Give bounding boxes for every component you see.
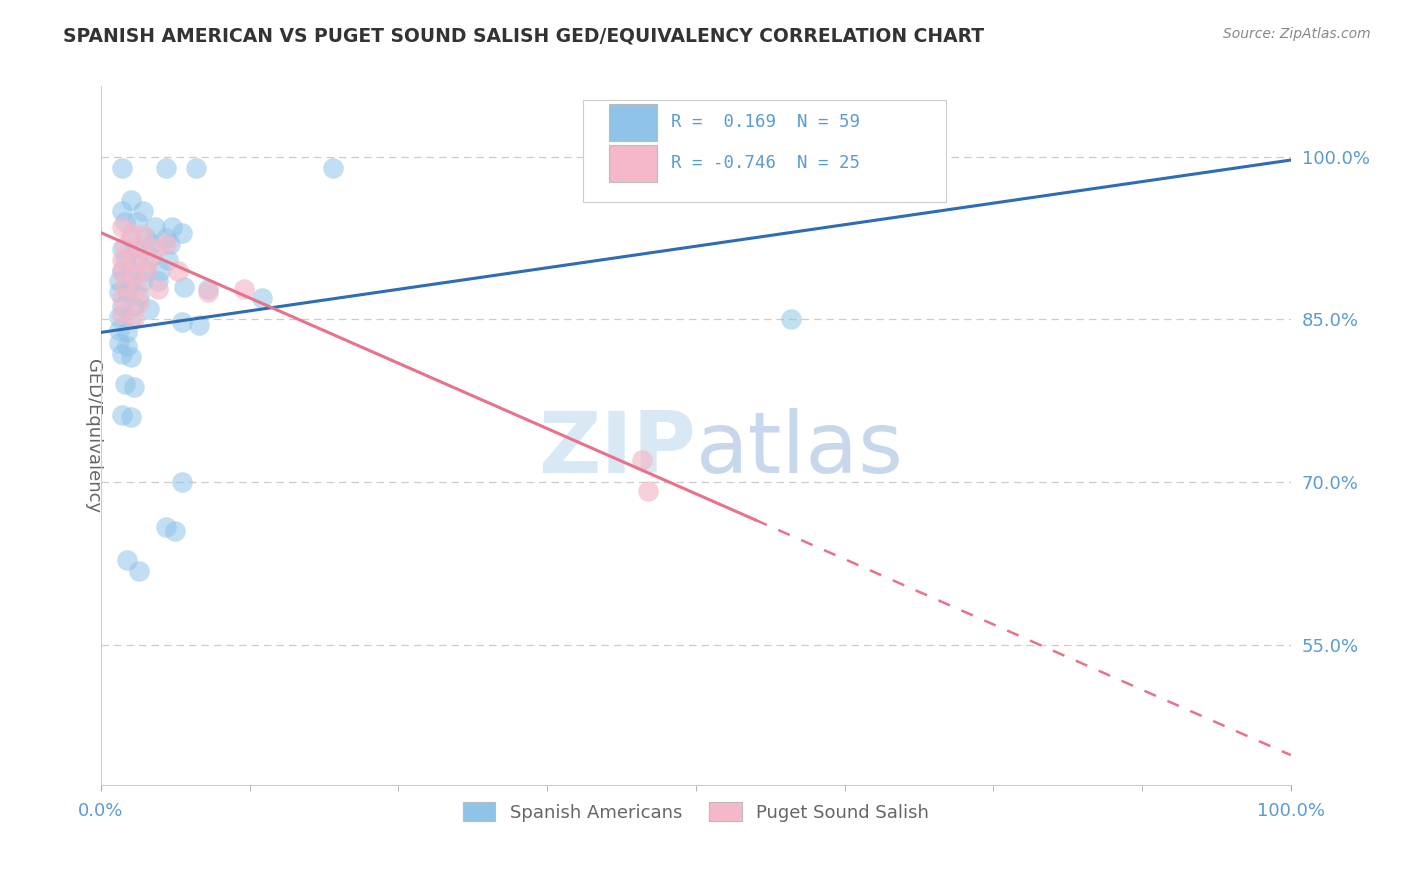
Point bbox=[322, 161, 344, 175]
Legend: Spanish Americans, Puget Sound Salish: Spanish Americans, Puget Sound Salish bbox=[456, 795, 936, 829]
Point bbox=[146, 275, 169, 289]
Point bbox=[135, 231, 157, 245]
Point bbox=[124, 312, 146, 326]
Point bbox=[114, 238, 136, 252]
Point bbox=[114, 377, 136, 392]
Point bbox=[115, 339, 138, 353]
Point bbox=[197, 282, 219, 296]
Point bbox=[111, 263, 134, 277]
Point bbox=[170, 475, 193, 489]
Point bbox=[111, 263, 134, 277]
Point bbox=[138, 301, 160, 316]
Point bbox=[232, 282, 254, 296]
Point bbox=[186, 161, 208, 175]
Point bbox=[124, 379, 146, 393]
Bar bbox=[609, 104, 657, 141]
Point bbox=[131, 275, 153, 289]
Point bbox=[128, 564, 150, 578]
Point bbox=[107, 310, 129, 325]
Point bbox=[114, 215, 136, 229]
Point bbox=[124, 299, 146, 313]
Point bbox=[167, 263, 190, 277]
Point bbox=[120, 226, 142, 240]
Point bbox=[115, 285, 138, 300]
Point bbox=[128, 288, 150, 302]
Point bbox=[120, 312, 142, 326]
Point bbox=[120, 231, 142, 245]
Point bbox=[135, 263, 157, 277]
Point bbox=[111, 252, 134, 267]
Point bbox=[131, 204, 153, 219]
Point bbox=[143, 242, 166, 256]
Point bbox=[114, 252, 136, 267]
Point bbox=[111, 299, 134, 313]
Point bbox=[155, 236, 177, 251]
Text: R =  0.169  N = 59: R = 0.169 N = 59 bbox=[671, 113, 860, 131]
Point bbox=[111, 204, 134, 219]
Point bbox=[163, 524, 186, 538]
Point bbox=[197, 285, 219, 300]
Point bbox=[162, 220, 184, 235]
Point bbox=[637, 483, 659, 498]
Point bbox=[107, 285, 129, 300]
Point bbox=[107, 336, 129, 351]
Point bbox=[120, 351, 142, 365]
Point bbox=[124, 267, 146, 281]
Point bbox=[128, 242, 150, 256]
Text: R = -0.746  N = 25: R = -0.746 N = 25 bbox=[671, 154, 860, 172]
Point bbox=[107, 323, 129, 337]
Point bbox=[138, 252, 160, 267]
Point bbox=[125, 252, 148, 267]
Point bbox=[143, 220, 166, 235]
Point bbox=[250, 291, 273, 305]
Point bbox=[111, 408, 134, 422]
Point bbox=[170, 226, 193, 240]
Point bbox=[115, 326, 138, 340]
Point bbox=[631, 453, 654, 467]
Y-axis label: GED/Equivalency: GED/Equivalency bbox=[84, 359, 103, 513]
Point bbox=[111, 161, 134, 175]
Point bbox=[111, 347, 134, 361]
Point bbox=[120, 263, 142, 277]
Point bbox=[135, 263, 157, 277]
Point bbox=[187, 318, 209, 332]
Point bbox=[170, 314, 193, 328]
Point bbox=[139, 250, 162, 264]
Point bbox=[120, 275, 142, 289]
Point bbox=[780, 312, 803, 326]
Bar bbox=[609, 145, 657, 182]
Point bbox=[111, 220, 134, 235]
Point bbox=[155, 231, 177, 245]
Point bbox=[159, 236, 181, 251]
Point bbox=[124, 242, 146, 256]
Point bbox=[111, 291, 134, 305]
Point bbox=[120, 193, 142, 207]
Point bbox=[115, 553, 138, 567]
Point bbox=[128, 296, 150, 310]
Point bbox=[156, 252, 179, 267]
Point bbox=[146, 282, 169, 296]
Text: Source: ZipAtlas.com: Source: ZipAtlas.com bbox=[1223, 27, 1371, 41]
Point bbox=[125, 282, 148, 296]
Text: ZIP: ZIP bbox=[538, 409, 696, 491]
Point bbox=[139, 236, 162, 251]
Point bbox=[155, 161, 177, 175]
Point bbox=[155, 520, 177, 534]
Point bbox=[111, 307, 134, 321]
Point bbox=[131, 227, 153, 242]
Point bbox=[114, 277, 136, 292]
FancyBboxPatch shape bbox=[583, 100, 946, 202]
Point bbox=[125, 215, 148, 229]
Point bbox=[111, 242, 134, 256]
Point bbox=[120, 409, 142, 424]
Text: atlas: atlas bbox=[696, 409, 904, 491]
Text: SPANISH AMERICAN VS PUGET SOUND SALISH GED/EQUIVALENCY CORRELATION CHART: SPANISH AMERICAN VS PUGET SOUND SALISH G… bbox=[63, 27, 984, 45]
Point bbox=[173, 280, 195, 294]
Point bbox=[107, 275, 129, 289]
Point bbox=[124, 252, 146, 267]
Point bbox=[149, 263, 172, 277]
